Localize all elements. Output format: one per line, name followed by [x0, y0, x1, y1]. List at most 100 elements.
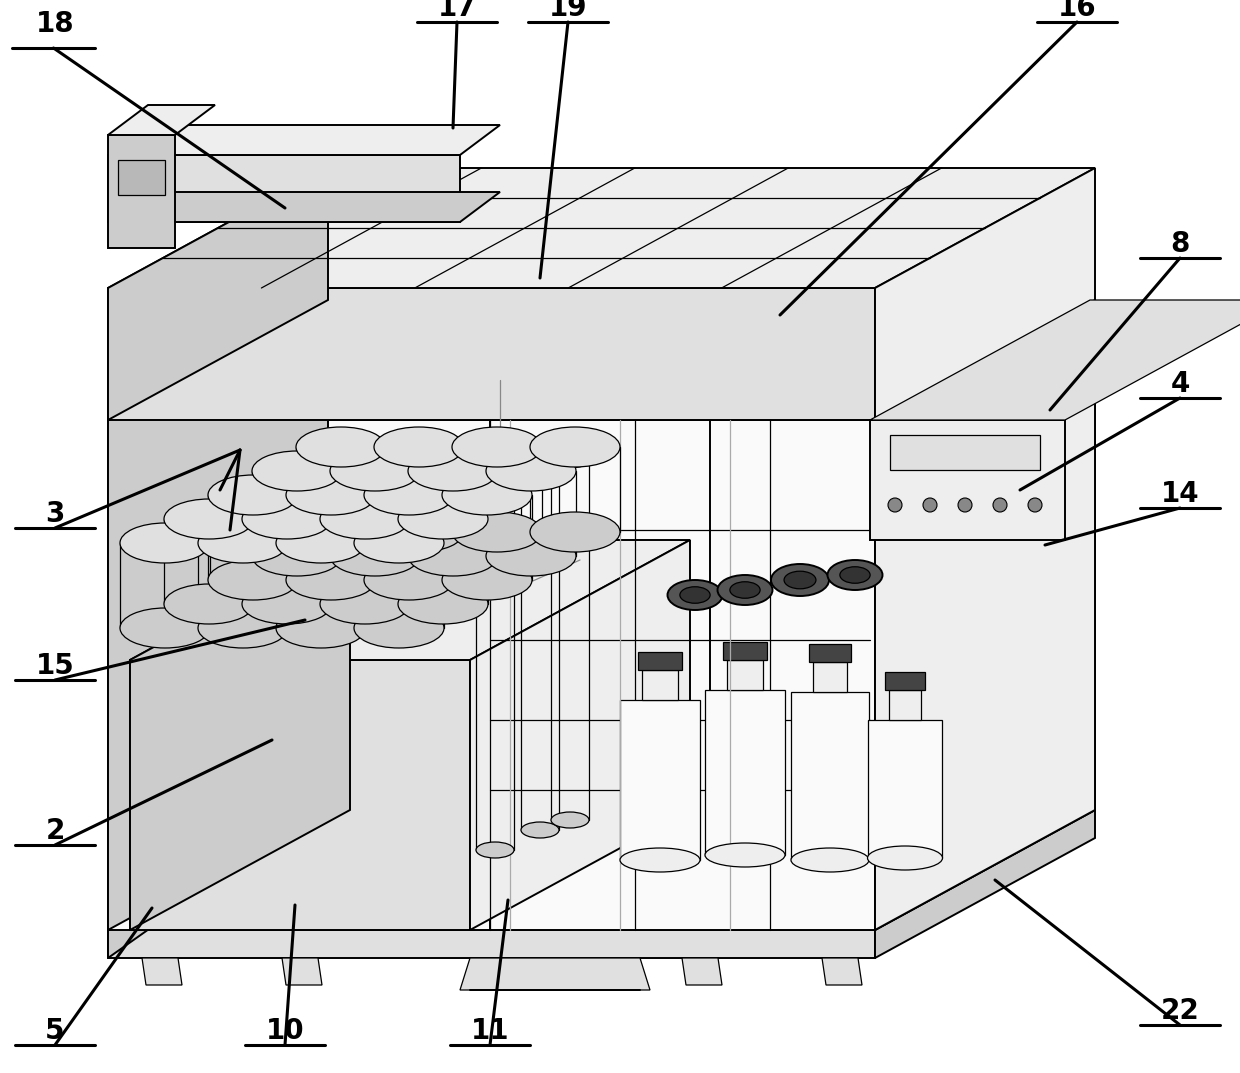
Ellipse shape	[680, 587, 711, 603]
Polygon shape	[108, 124, 500, 155]
Polygon shape	[143, 958, 182, 985]
Circle shape	[993, 498, 1007, 512]
Polygon shape	[642, 670, 678, 700]
Polygon shape	[108, 135, 175, 248]
Polygon shape	[108, 300, 329, 930]
Polygon shape	[808, 644, 851, 662]
Ellipse shape	[277, 523, 366, 563]
Ellipse shape	[296, 427, 386, 467]
Ellipse shape	[408, 536, 498, 576]
Ellipse shape	[551, 452, 589, 468]
Text: 16: 16	[1058, 0, 1096, 23]
Ellipse shape	[365, 475, 454, 515]
Ellipse shape	[277, 608, 366, 648]
Text: 14: 14	[1161, 480, 1199, 508]
Ellipse shape	[827, 560, 883, 590]
Polygon shape	[281, 958, 322, 985]
Ellipse shape	[164, 584, 254, 624]
Circle shape	[959, 498, 972, 512]
Circle shape	[923, 498, 937, 512]
Polygon shape	[822, 958, 862, 985]
Text: 5: 5	[45, 1017, 64, 1045]
Polygon shape	[108, 192, 500, 222]
Polygon shape	[875, 300, 1095, 930]
Text: 15: 15	[36, 652, 74, 680]
Polygon shape	[108, 168, 329, 420]
Text: 18: 18	[36, 10, 74, 38]
Ellipse shape	[365, 560, 454, 600]
Ellipse shape	[252, 536, 342, 576]
Polygon shape	[682, 958, 722, 985]
Ellipse shape	[667, 580, 723, 609]
Ellipse shape	[198, 608, 288, 648]
Polygon shape	[875, 168, 1095, 420]
Ellipse shape	[353, 608, 444, 648]
Circle shape	[1028, 498, 1042, 512]
Polygon shape	[885, 672, 925, 690]
Text: 11: 11	[471, 1017, 510, 1045]
Ellipse shape	[330, 536, 420, 576]
Ellipse shape	[320, 499, 410, 539]
Polygon shape	[130, 660, 470, 930]
Polygon shape	[875, 300, 1095, 930]
Ellipse shape	[784, 571, 816, 589]
Ellipse shape	[486, 536, 577, 576]
Ellipse shape	[398, 499, 489, 539]
Text: 3: 3	[46, 500, 64, 528]
Polygon shape	[813, 662, 847, 692]
Ellipse shape	[718, 575, 773, 605]
Ellipse shape	[208, 475, 298, 515]
Text: 19: 19	[549, 0, 588, 23]
Ellipse shape	[120, 523, 210, 563]
Ellipse shape	[242, 584, 332, 624]
Ellipse shape	[330, 451, 420, 491]
Polygon shape	[108, 168, 1095, 288]
Polygon shape	[723, 642, 768, 660]
Polygon shape	[108, 155, 460, 222]
Ellipse shape	[441, 560, 532, 600]
Polygon shape	[130, 540, 350, 930]
Text: 8: 8	[1171, 230, 1189, 258]
Ellipse shape	[476, 482, 515, 498]
Polygon shape	[890, 435, 1040, 470]
Polygon shape	[639, 652, 682, 670]
Ellipse shape	[242, 499, 332, 539]
Polygon shape	[108, 420, 875, 930]
Ellipse shape	[791, 848, 869, 872]
Text: 4: 4	[1171, 370, 1189, 398]
Ellipse shape	[353, 523, 444, 563]
Ellipse shape	[441, 475, 532, 515]
Ellipse shape	[164, 499, 254, 539]
Ellipse shape	[486, 451, 577, 491]
Polygon shape	[889, 690, 921, 720]
Polygon shape	[108, 930, 875, 958]
Polygon shape	[706, 690, 785, 855]
Ellipse shape	[120, 608, 210, 648]
Text: 22: 22	[1161, 997, 1199, 1025]
Ellipse shape	[408, 451, 498, 491]
Polygon shape	[791, 692, 869, 859]
Polygon shape	[870, 420, 1065, 540]
Text: 17: 17	[438, 0, 476, 23]
Polygon shape	[108, 810, 278, 958]
Polygon shape	[118, 160, 165, 195]
Ellipse shape	[252, 451, 342, 491]
Ellipse shape	[374, 427, 464, 467]
Ellipse shape	[453, 512, 542, 552]
Ellipse shape	[706, 843, 785, 867]
Polygon shape	[470, 540, 689, 930]
Ellipse shape	[398, 584, 489, 624]
Ellipse shape	[374, 512, 464, 552]
Ellipse shape	[868, 846, 942, 870]
Polygon shape	[620, 700, 701, 859]
Ellipse shape	[286, 560, 376, 600]
Polygon shape	[727, 660, 763, 690]
Polygon shape	[130, 540, 689, 660]
Ellipse shape	[296, 512, 386, 552]
Ellipse shape	[521, 822, 559, 838]
Circle shape	[888, 498, 901, 512]
Ellipse shape	[839, 567, 870, 584]
Polygon shape	[329, 300, 1095, 810]
Ellipse shape	[730, 582, 760, 599]
Ellipse shape	[286, 475, 376, 515]
